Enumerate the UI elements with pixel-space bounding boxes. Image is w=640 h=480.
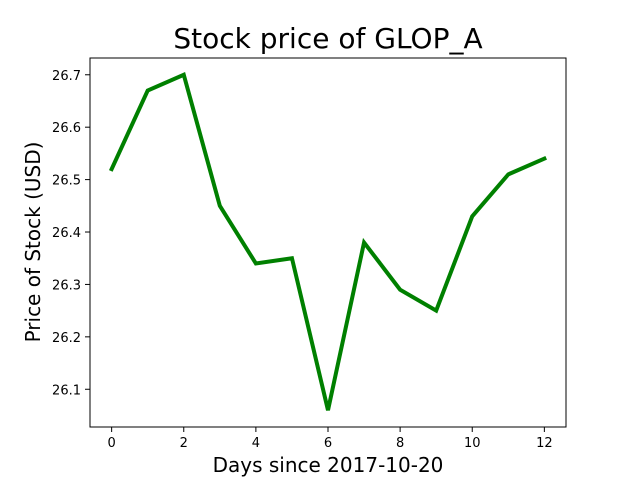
x-axis-ticks: 0 2 4 6 8 10 12 [107,427,553,451]
y-tick-label: 26.2 [52,331,81,346]
x-tick-label: 12 [536,436,553,451]
x-tick-label: 6 [324,436,332,451]
x-axis-label: Days since 2017-10-20 [213,453,444,477]
y-tick-label: 26.3 [52,278,81,293]
y-axis-label: Price of Stock (USD) [21,142,45,343]
x-tick-label: 10 [464,436,481,451]
x-tick-label: 0 [107,436,115,451]
y-tick-label: 26.6 [52,121,81,136]
y-tick-label: 26.4 [52,226,81,241]
plot-frame [89,57,567,428]
y-tick-label: 26.1 [52,383,81,398]
series-line [108,72,547,411]
plot-area: 0 2 4 6 8 10 12 26.1 26.2 26.3 26.4 26.5 26.6 26.7 [52,57,567,451]
chart-title: Stock price of GLOP_A [173,22,482,55]
y-tick-label: 26.7 [52,69,81,84]
y-tick-label: 26.5 [52,174,81,189]
y-axis-ticks: 26.1 26.2 26.3 26.4 26.5 26.6 26.7 [52,69,90,398]
x-tick-label: 4 [252,436,260,451]
x-tick-label: 2 [180,436,188,451]
x-tick-label: 8 [396,436,404,451]
series-layer [108,72,547,411]
